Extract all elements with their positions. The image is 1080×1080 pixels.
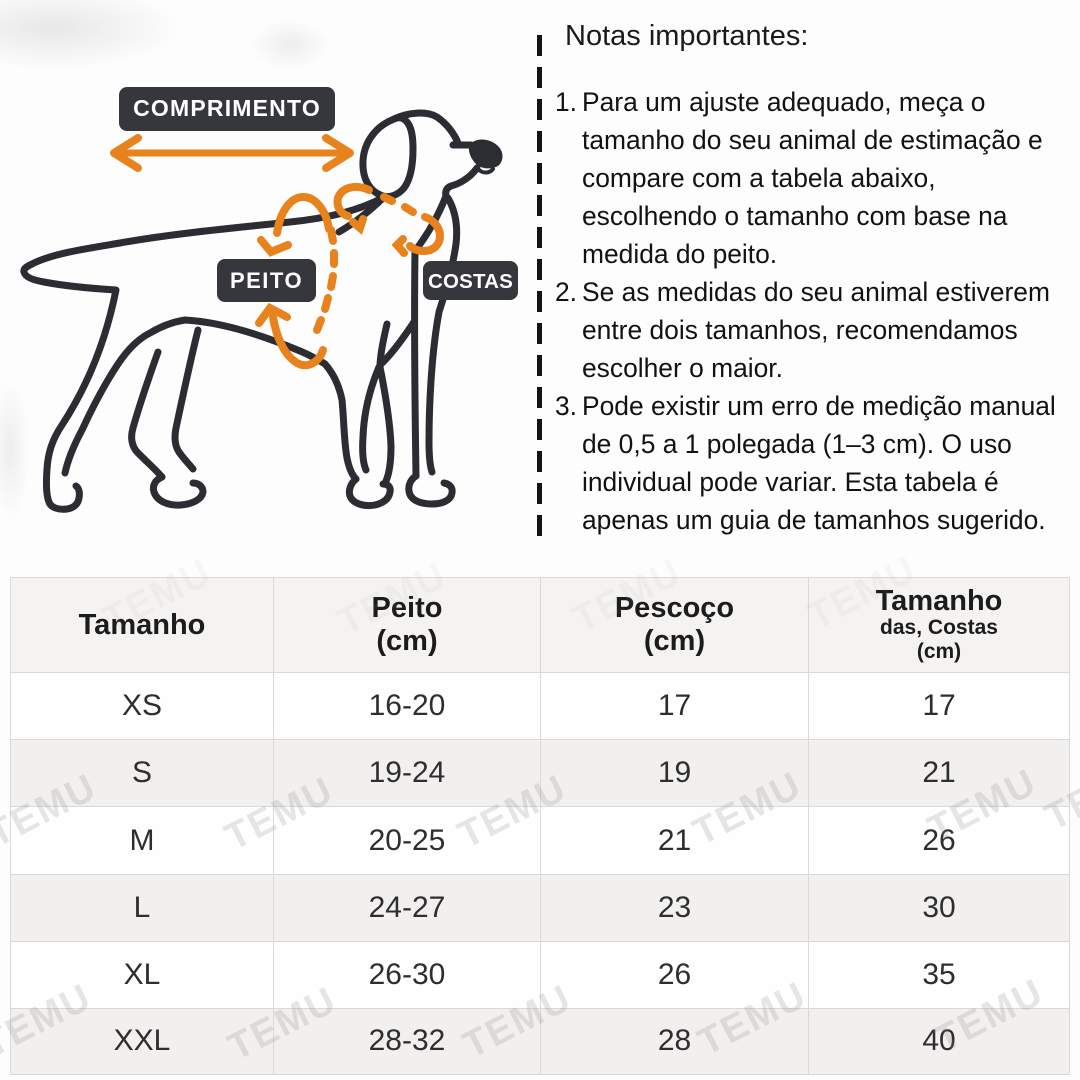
- svg-text:COSTAS: COSTAS: [428, 270, 513, 293]
- svg-text:PEITO: PEITO: [230, 268, 303, 293]
- svg-text:COMPRIMENTO: COMPRIMENTO: [133, 95, 321, 121]
